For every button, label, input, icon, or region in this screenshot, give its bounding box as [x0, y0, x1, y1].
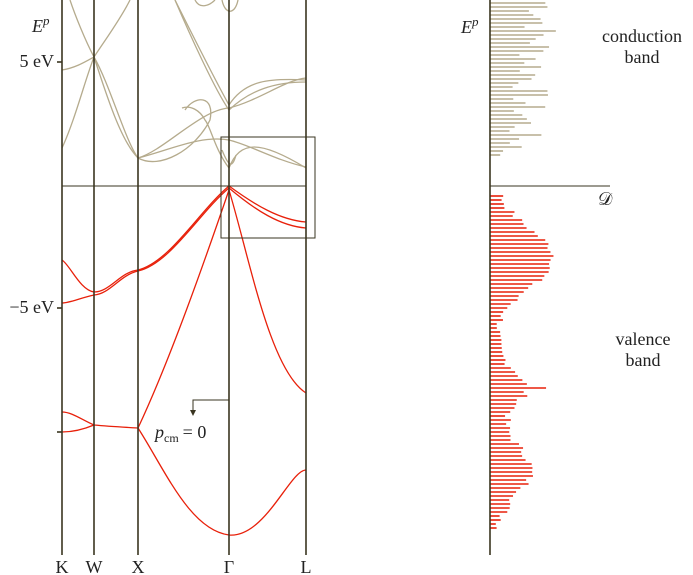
dos-x-label: 𝒟 — [598, 189, 613, 209]
tick-label: 5 eV — [20, 51, 55, 71]
region-label: valence — [616, 329, 671, 349]
dos-y-label: Ep — [460, 14, 479, 37]
y-label-main: E — [31, 16, 43, 36]
annotation: pcm = 0 — [153, 422, 206, 445]
k-label: Γ — [224, 557, 234, 575]
k-label: L — [301, 557, 312, 575]
annotation-sub: cm — [164, 431, 179, 445]
tick-label: −5 eV — [9, 297, 54, 317]
annotation-rest: = 0 — [183, 422, 207, 442]
arrow-head — [190, 410, 196, 416]
y-label-sup: p — [42, 13, 50, 28]
k-label: K — [56, 557, 69, 575]
region-label: conduction — [602, 26, 682, 46]
k-label: W — [86, 557, 103, 575]
dos-y-sup: p — [471, 14, 479, 29]
y-label: Ep — [31, 13, 50, 36]
region-label: band — [626, 350, 661, 370]
annotation-symbol: p — [153, 422, 164, 442]
band-structure: Ep 5 eV −5 eV pcm = 0 K W X Γ L — [9, 0, 316, 575]
region-label: band — [625, 47, 660, 67]
dos-y-main: E — [460, 17, 472, 37]
k-label: X — [132, 557, 145, 575]
conduction-curves — [61, 0, 307, 169]
dos: Ep 𝒟 conduction band valence band — [460, 0, 682, 555]
annotation-arrow — [192, 399, 229, 410]
dos-bars — [490, 2, 556, 529]
k-lines — [57, 0, 307, 555]
inset-box — [220, 136, 316, 239]
